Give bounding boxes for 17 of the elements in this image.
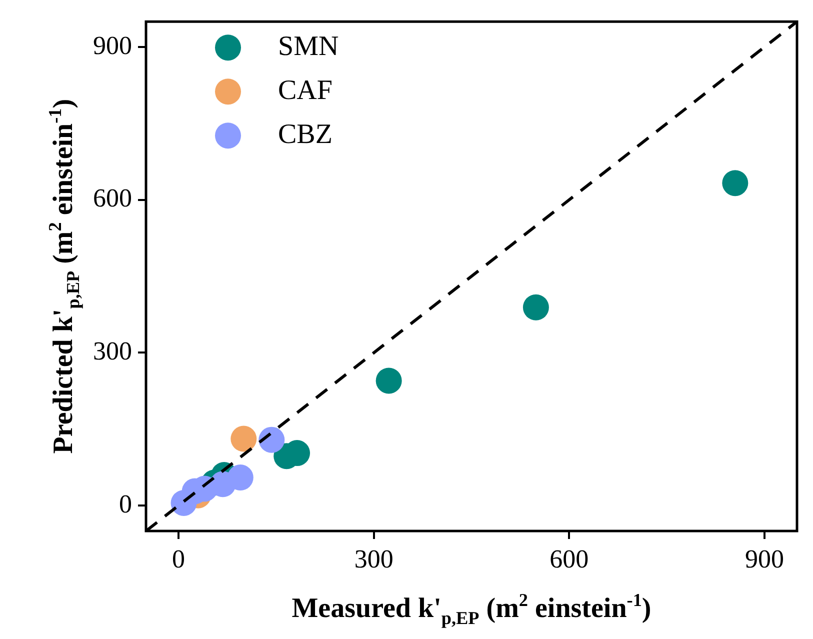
point [722, 170, 748, 196]
x-tick-label: 300 [354, 544, 394, 574]
point [230, 426, 257, 452]
legend-label: CAF [278, 74, 332, 106]
legend-label: CBZ [278, 118, 332, 150]
y-tick-label: 600 [93, 184, 132, 213]
y-tick-label: 900 [93, 30, 132, 60]
y-axis-title: Predicted k'p,EP (m2 einstein-1) [44, 98, 83, 454]
x-tick-label: 600 [550, 544, 589, 574]
y-tick-label: 0 [119, 489, 132, 518]
point [258, 426, 285, 453]
point [376, 368, 402, 394]
y-tick-label: 300 [93, 336, 132, 366]
point [522, 294, 549, 320]
legend-label: SMN [278, 30, 339, 62]
x-tick-label: 900 [744, 544, 784, 574]
x-tick-label: 0 [172, 544, 186, 574]
